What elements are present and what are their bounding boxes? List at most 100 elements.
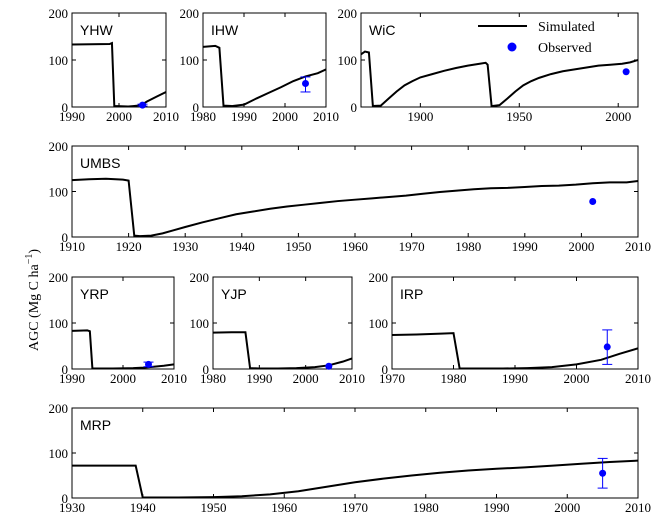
panel-label-irp: IRP [400,286,423,302]
simulated-line-yjp [213,331,352,369]
observed-point-yhw-0 [139,101,146,109]
y-tick-label-yhw-1: 100 [49,53,69,68]
panel-frame-umbs [71,145,639,238]
panel-label-umbs: UMBS [80,155,120,171]
x-tick-label-umbs-4: 1950 [285,239,311,254]
panel-label-mrp: MRP [80,417,111,433]
observed-point-wic-0 [622,68,630,76]
observed-point-mrp-0 [599,469,607,477]
observed-point-yjp-0 [325,362,333,370]
panel-label-yrp: YRP [80,286,109,302]
panel-yhw: 1990 2000 2010 0 100 200 YHW [49,6,180,124]
x-tick-label-irp-0: 1970 [379,371,405,386]
x-tick-label-mrp-3: 1960 [271,500,297,515]
y-axis-label-main: AGC (Mg C ha [27,264,42,352]
x-tick-label-ihw-2: 2000 [272,109,298,124]
panel-umbs: 1910 1920 1930 1940 1950 1960 1970 1980 1990 2000… [49,139,652,254]
y-tick-label-yjp-2: 200 [190,270,210,285]
y-tick-label-yrp-2: 200 [49,270,69,285]
simulated-line-mrp [72,459,638,498]
x-tick-label-mrp-6: 1990 [484,500,510,515]
y-axis-label-sup: −1 [24,254,35,265]
panel-yjp: 1980 1990 2000 2010 0 100 200 YJP [190,270,366,386]
simulated-line-irp [392,332,638,369]
x-tick-label-yrp-0: 1990 [59,371,85,386]
simulated-line-ihw [203,44,326,107]
panel-irp: 1970 1980 1990 2000 2010 0 100 200 IRP [369,270,652,386]
panel-mrp: 1930 1940 1950 1960 1970 1980 1990 2000 2010 0 100… [49,401,652,515]
y-tick-label-yjp-0: 0 [203,362,210,377]
x-tick-label-ihw-0: 1980 [190,109,216,124]
x-tick-label-umbs-7: 1980 [455,239,481,254]
x-tick-label-irp-2: 1990 [502,371,528,386]
legend: Simulated Observed [478,20,595,56]
x-tick-label-umbs-3: 1940 [229,239,255,254]
y-tick-label-mrp-0: 0 [62,491,69,506]
x-tick-label-mrp-4: 1970 [342,500,368,515]
panel-label-yjp: YJP [221,286,247,302]
panel-yrp: 1990 2000 2010 0 100 200 YRP [49,270,188,386]
x-tick-label-umbs-0: 1910 [59,239,85,254]
x-tick-label-umbs-8: 1990 [512,239,538,254]
x-tick-label-yhw-1: 2000 [106,109,132,124]
panel-label-yhw: YHW [80,22,113,38]
x-tick-label-yjp-0: 1980 [200,371,226,386]
legend-observed-label: Observed [538,41,592,56]
x-tick-label-umbs-2: 1930 [172,239,198,254]
legend-observed-marker [507,42,517,52]
y-tick-label-yrp-1: 100 [49,316,69,331]
panel-wic: 1900 1950 2000 0 100 200 WiC [338,6,639,124]
x-tick-label-umbs-10: 2010 [625,239,651,254]
x-tick-label-umbs-9: 2000 [568,239,594,254]
x-tick-label-umbs-5: 1960 [342,239,368,254]
y-tick-label-wic-1: 100 [338,53,358,68]
y-tick-label-yhw-2: 200 [49,6,69,21]
panel-label-ihw: IHW [211,22,239,38]
x-tick-label-ihw-1: 1990 [231,109,257,124]
x-tick-label-yjp-1: 1990 [246,371,272,386]
panel-frame-irp [391,276,639,370]
x-tick-label-yrp-1: 2000 [110,371,136,386]
y-tick-label-yjp-1: 100 [190,316,210,331]
y-tick-label-ihw-1: 100 [180,53,200,68]
x-tick-label-irp-1: 1980 [441,371,467,386]
x-tick-label-yhw-2: 2010 [153,109,179,124]
x-tick-label-mrp-0: 1930 [59,500,85,515]
x-tick-label-irp-3: 2000 [564,371,590,386]
y-axis-label-close: ) [27,249,42,254]
y-tick-label-irp-1: 100 [369,316,389,331]
panel-frame-mrp [71,407,639,499]
panel-ihw: 1980 1990 2000 2010 0 100 200 IHW [180,6,340,124]
x-tick-label-yjp-3: 2010 [339,371,365,386]
y-tick-label-ihw-0: 0 [193,100,200,115]
x-tick-label-umbs-6: 1970 [399,239,425,254]
observed-point-irp-0 [603,343,611,351]
y-tick-label-wic-2: 200 [338,6,358,21]
x-tick-label-umbs-1: 1920 [116,239,142,254]
x-tick-label-yrp-2: 2010 [161,371,187,386]
x-tick-label-mrp-1: 1940 [130,500,156,515]
x-tick-label-mrp-8: 2010 [625,500,651,515]
simulated-line-wic [361,50,638,107]
y-tick-label-irp-2: 200 [369,270,389,285]
simulated-line-yhw [72,41,166,107]
x-tick-label-yhw-0: 1990 [59,109,85,124]
y-tick-label-yrp-0: 0 [62,362,69,377]
observed-point-ihw-0 [302,80,309,87]
x-tick-label-wic-2: 2000 [605,109,631,124]
y-axis-label: AGC (Mg C ha−1) [24,249,42,351]
y-tick-label-ihw-2: 200 [180,6,200,21]
y-tick-label-umbs-0: 0 [62,230,69,245]
y-tick-label-mrp-2: 200 [49,401,69,416]
x-tick-label-mrp-2: 1950 [201,500,227,515]
y-tick-label-yhw-0: 0 [62,100,69,115]
y-tick-label-umbs-2: 200 [49,139,69,154]
x-tick-label-irp-4: 2010 [625,371,651,386]
y-tick-label-irp-0: 0 [382,362,389,377]
legend-simulated-label: Simulated [538,20,595,35]
y-tick-label-mrp-1: 100 [49,446,69,461]
y-tick-label-umbs-1: 100 [49,185,69,200]
y-tick-label-wic-0: 0 [351,100,358,115]
